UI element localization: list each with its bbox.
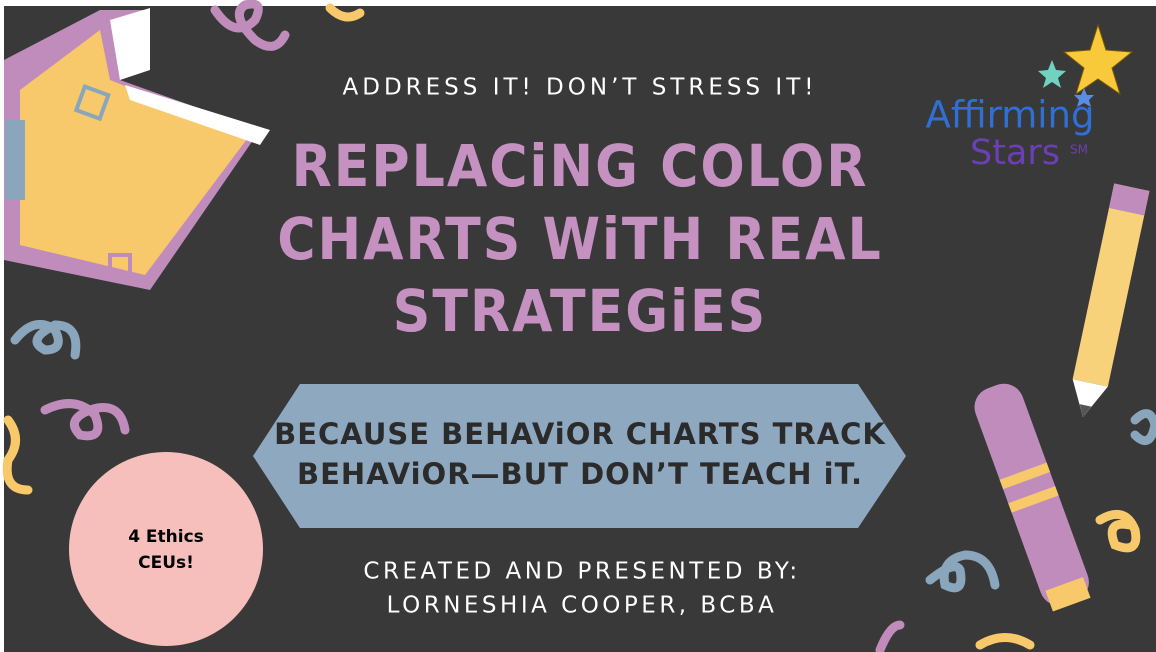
title-line: CHARTS WiTH REAL	[277, 205, 883, 273]
credits-line: CREATED AND PRESENTED BY:	[363, 559, 800, 585]
banner-line: BECAUSE BEHAViOR CHARTS TRACK	[274, 417, 886, 451]
badge-line: CEUs!	[138, 553, 194, 573]
title-line: STRATEGiES	[393, 277, 767, 345]
pencil	[1072, 183, 1150, 418]
logo-word: Affirming	[926, 94, 1095, 137]
banner-shape	[253, 384, 906, 528]
logo-stars	[1038, 23, 1134, 107]
kicker: ADDRESS IT! DON’T STRESS IT!	[343, 75, 818, 101]
badge-circle	[69, 452, 263, 646]
logo-mark: SM	[1070, 143, 1088, 157]
banner-line: BEHAViOR—BUT DON’T TEACH iT.	[297, 457, 863, 491]
logo-word: Stars	[970, 133, 1060, 173]
badge-line: 4 Ethics	[128, 527, 204, 547]
book-illustration	[4, 8, 270, 290]
title-line: REPLACiNG COLOR	[292, 132, 869, 200]
credits-line: LORNESHIA COOPER, BCBA	[387, 593, 778, 619]
pen	[974, 383, 1091, 612]
